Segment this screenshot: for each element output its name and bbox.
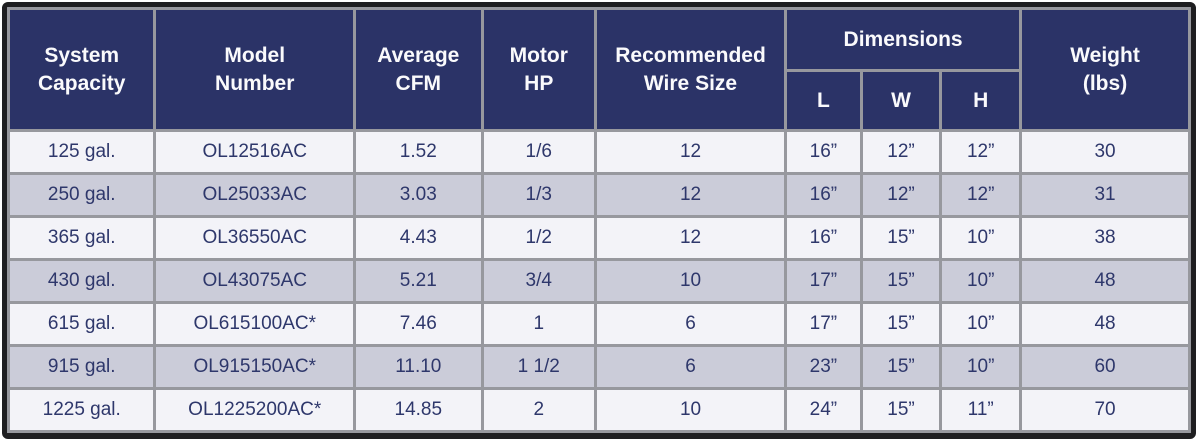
table-cell: 1225 gal. [7,387,157,433]
table-cell: 11.10 [353,344,484,390]
table-row: 615 gal. OL615100AC* 7.46 1 6 17” 15” 10… [7,301,1191,347]
table-row: 365 gal. OL36550AC 4.43 1/2 12 16” 15” 1… [7,215,1191,261]
table-cell: 16” [784,215,863,261]
table-cell: 17” [784,301,863,347]
col-header-length: L [784,69,863,132]
table-cell: 70 [1019,387,1191,433]
table-cell: 125 gal. [7,129,157,175]
table-cell: 12 [593,215,788,261]
table-cell: 7.46 [353,301,484,347]
spec-table: System Capacity Model Number Average CFM… [7,7,1191,433]
table-cell: 1/2 [480,215,597,261]
table-cell: 1/3 [480,172,597,218]
table-cell: 12” [859,129,943,175]
table-body: 125 gal. OL12516AC 1.52 1/6 12 16” 12” 1… [7,129,1191,433]
table-row: 1225 gal. OL1225200AC* 14.85 2 10 24” 15… [7,387,1191,433]
table-cell: OL43075AC [153,258,357,304]
table-cell: OL12516AC [153,129,357,175]
table-cell: 6 [593,344,788,390]
table-cell: 12” [939,172,1023,218]
table-cell: 38 [1019,215,1191,261]
table-cell: 15” [859,301,943,347]
table-cell: 30 [1019,129,1191,175]
table-cell: 3.03 [353,172,484,218]
table-cell: 10 [593,258,788,304]
table-row: 915 gal. OL915150AC* 11.10 1 1/2 6 23” 1… [7,344,1191,390]
table-cell: 5.21 [353,258,484,304]
table-row: 430 gal. OL43075AC 5.21 3/4 10 17” 15” 1… [7,258,1191,304]
col-header-height: H [939,69,1023,132]
table-cell: 1.52 [353,129,484,175]
table-cell: 12 [593,129,788,175]
table-cell: 12” [859,172,943,218]
table-cell: OL25033AC [153,172,357,218]
table-cell: 12 [593,172,788,218]
header-row-top: System Capacity Model Number Average CFM… [7,7,1191,132]
col-header-motor-hp: Motor HP [480,7,597,132]
table-cell: 6 [593,301,788,347]
table-cell: 23” [784,344,863,390]
table-cell: 365 gal. [7,215,157,261]
table-cell: 4.43 [353,215,484,261]
col-header-model-number: Model Number [153,7,357,132]
table-cell: 915 gal. [7,344,157,390]
table-cell: 15” [859,215,943,261]
table-cell: 615 gal. [7,301,157,347]
table-cell: 10” [939,344,1023,390]
table-cell: 48 [1019,301,1191,347]
table-cell: 10” [939,301,1023,347]
table-cell: OL36550AC [153,215,357,261]
table-cell: 31 [1019,172,1191,218]
table-cell: 48 [1019,258,1191,304]
col-header-average-cfm: Average CFM [353,7,484,132]
col-header-system-capacity: System Capacity [7,7,157,132]
col-header-width: W [859,69,943,132]
table-cell: 10” [939,215,1023,261]
table-row: 250 gal. OL25033AC 3.03 1/3 12 16” 12” 1… [7,172,1191,218]
col-header-dimensions: Dimensions [784,7,1023,72]
table-cell: 11” [939,387,1023,433]
table-cell: 250 gal. [7,172,157,218]
table-cell: 16” [784,129,863,175]
table-cell: 24” [784,387,863,433]
table-cell: 60 [1019,344,1191,390]
table-cell: 1 [480,301,597,347]
table-cell: 15” [859,344,943,390]
table-cell: 3/4 [480,258,597,304]
table-cell: OL915150AC* [153,344,357,390]
table-cell: 10 [593,387,788,433]
table-cell: OL1225200AC* [153,387,357,433]
table-cell: 14.85 [353,387,484,433]
header-row-dimensions: L W H [9,69,1190,132]
table-cell: 16” [784,172,863,218]
table-cell: 1 1/2 [480,344,597,390]
table-cell: 12” [939,129,1023,175]
col-header-wire-size: Recommended Wire Size [593,7,788,132]
table-cell: 17” [784,258,863,304]
table-cell: 1/6 [480,129,597,175]
table-cell: 430 gal. [7,258,157,304]
table-cell: OL615100AC* [153,301,357,347]
table-cell: 2 [480,387,597,433]
table-cell: 10” [939,258,1023,304]
table-cell: 15” [859,387,943,433]
table-header: System Capacity Model Number Average CFM… [7,7,1191,132]
table-cell: 15” [859,258,943,304]
table-row: 125 gal. OL12516AC 1.52 1/6 12 16” 12” 1… [7,129,1191,175]
col-header-weight: Weight (lbs) [1019,7,1191,132]
